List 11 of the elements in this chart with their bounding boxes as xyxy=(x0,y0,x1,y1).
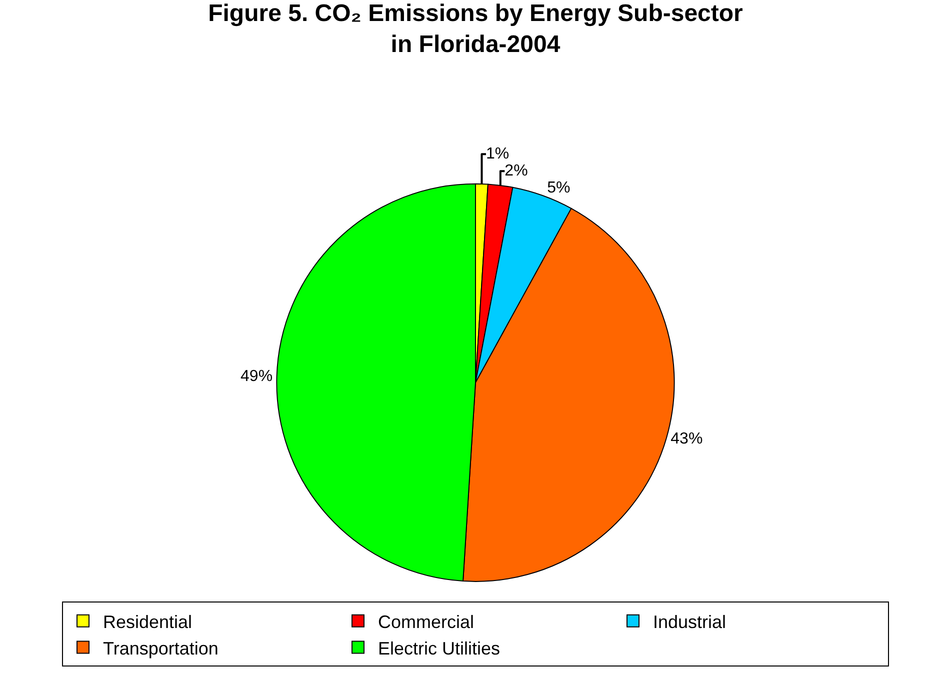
data-label: 5% xyxy=(547,180,570,197)
legend-label: Commercial xyxy=(378,612,474,632)
data-label: 1% xyxy=(486,146,510,163)
legend-label: Transportation xyxy=(103,638,218,658)
chart-title: Figure 5. CO₂ Emissions by Energy Sub-sector in Florida-2004 xyxy=(208,0,743,58)
legend-label: Industrial xyxy=(653,612,726,632)
data-label: 2% xyxy=(504,162,528,180)
data-label: 43% xyxy=(670,430,703,448)
data-label: 49% xyxy=(240,368,273,385)
legend-label: Residential xyxy=(103,612,192,632)
legend-label: Electric Utilities xyxy=(378,638,500,658)
